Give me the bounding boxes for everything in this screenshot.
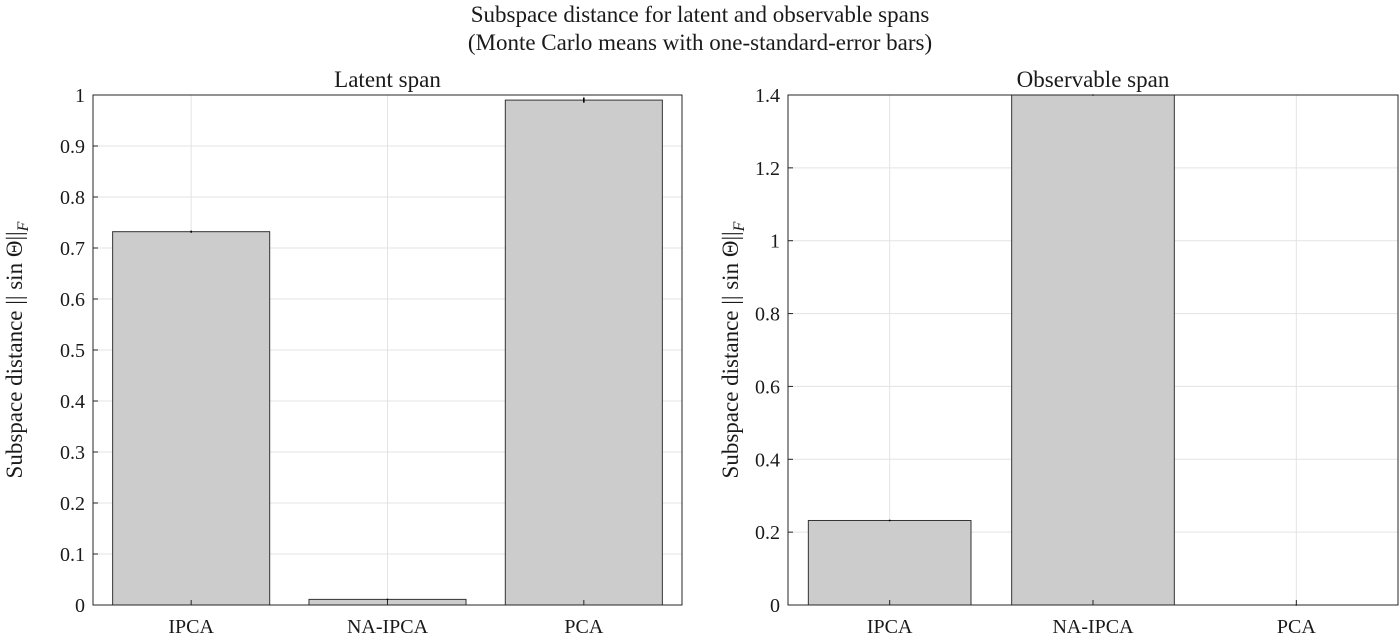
observable-ylabel: Subspace distance || sin Θ||F: [718, 221, 748, 478]
observable-ytick-label-2: 0.4: [755, 449, 780, 471]
observable-ytick-label-6: 1.2: [755, 158, 780, 180]
observable-bar-ipca: [807, 519, 972, 606]
latent-xtick-label-ipca: IPCA: [168, 616, 214, 636]
observable-ytick-label-5: 1: [770, 231, 780, 253]
observable-xtick-label-na-ipca: NA-IPCA: [1052, 616, 1134, 636]
latent-ylabel-subscript: F: [15, 221, 32, 232]
latent-ytick-label-6: 0.6: [60, 289, 85, 311]
observable-ytick-label-4: 0.8: [755, 304, 780, 326]
observable-ytick-label-1: 0.2: [755, 522, 780, 544]
observable-ylabel-subscript: F: [731, 221, 748, 232]
latent-ytick-label-3: 0.3: [60, 442, 85, 464]
latent-xtick-label-na-ipca: NA-IPCA: [347, 616, 429, 636]
latent-ytick-label-1: 0.1: [60, 544, 85, 566]
latent-ytick-label-4: 0.4: [60, 391, 85, 413]
figure-title-line-1: Subspace distance for latent and observa…: [471, 2, 930, 27]
latent-panel-title: Latent span: [334, 67, 441, 92]
observable-xtick-label-ipca: IPCA: [867, 616, 913, 636]
observable-ytick-label-7: 1.4: [755, 85, 780, 107]
figure-title-line-2: (Monte Carlo means with one-standard-err…: [468, 30, 932, 55]
latent-ytick-label-0: 0: [75, 595, 85, 617]
latent-bar-pca: [504, 99, 663, 606]
observable-bar-na-ipca: [1011, 94, 1175, 606]
latent-span-chart: 0 0.1 0.2 0.3 0.4 0.5 0.6 0.7 0.8 0.9 1 IPCA NA-IPCA…: [2, 67, 683, 636]
observable-span-chart: 0 0.2 0.4 0.6 0.8 1 1.2 1.4 IPCA NA-IPCA PCA Observ…: [718, 67, 1399, 636]
observable-xtick-label-pca: PCA: [1277, 616, 1316, 636]
observable-ylabel-bars: ||: [718, 231, 743, 240]
latent-bar-ipca: [112, 231, 271, 606]
observable-panel-title: Observable span: [1017, 67, 1170, 92]
observable-ytick-label-3: 0.6: [755, 376, 780, 398]
observable-ylabel-main: Subspace distance || sin: [718, 257, 743, 478]
latent-ytick-label-9: 0.9: [60, 136, 85, 158]
latent-ytick-label-5: 0.5: [60, 340, 85, 362]
latent-ylabel-main: Subspace distance || sin: [2, 257, 27, 478]
latent-xtick-label-pca: PCA: [564, 616, 603, 636]
latent-ylabel: Subspace distance || sin Θ||F: [2, 221, 32, 478]
latent-ytick-label-8: 0.8: [60, 187, 85, 209]
latent-ytick-label-7: 0.7: [60, 238, 85, 260]
latent-ytick-label-2: 0.2: [60, 493, 85, 515]
latent-ylabel-theta: Θ: [2, 241, 27, 258]
latent-ylabel-bars: ||: [2, 231, 27, 240]
observable-ylabel-theta: Θ: [718, 241, 743, 258]
latent-ytick-label-10: 1: [75, 85, 85, 107]
observable-ytick-label-0: 0: [770, 595, 780, 617]
